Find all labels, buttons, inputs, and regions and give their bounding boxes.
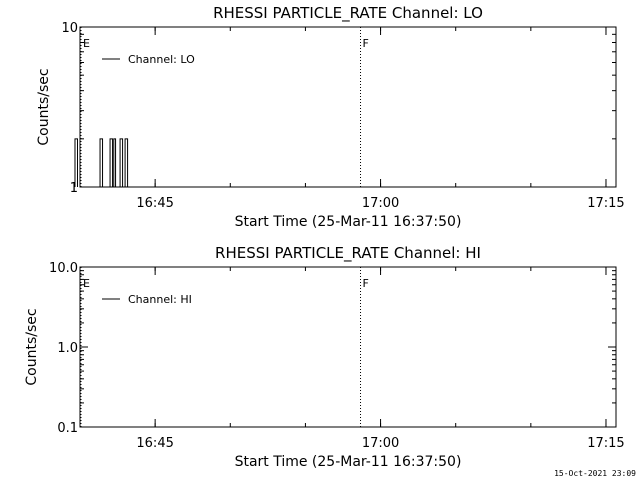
y-tick-label: 1 xyxy=(70,181,78,196)
event-marker-label: E xyxy=(83,277,90,290)
x-tick-label: 17:00 xyxy=(362,196,399,211)
x-axis-title: Start Time (25-Mar-11 16:37:50) xyxy=(235,214,462,230)
x-axis-title: Start Time (25-Mar-11 16:37:50) xyxy=(235,454,462,470)
x-tick-label: 16:45 xyxy=(136,196,173,211)
legend-label: Channel: LO xyxy=(128,53,195,66)
data-spike xyxy=(113,138,117,187)
plot-frame xyxy=(79,26,617,188)
event-marker-label: F xyxy=(363,37,369,50)
legend-label: Channel: HI xyxy=(128,293,192,306)
y-axis-title: Counts/sec xyxy=(36,68,52,145)
x-tick-label: 16:45 xyxy=(136,436,173,451)
y-tick-label: 0.1 xyxy=(57,421,78,436)
plot-frame xyxy=(79,266,617,428)
data-spike xyxy=(109,138,114,187)
y-tick-label: 1.0 xyxy=(57,341,78,356)
data-spike xyxy=(99,138,104,187)
data-spike xyxy=(74,138,78,187)
panel-lo: RHESSI PARTICLE_RATE Channel: LO 10 1 16:45… xyxy=(36,4,625,230)
chart-title: RHESSI PARTICLE_RATE Channel: HI xyxy=(215,244,481,263)
x-tick-label: 17:15 xyxy=(587,436,624,451)
chart-title: RHESSI PARTICLE_RATE Channel: LO xyxy=(213,4,483,23)
data-spike xyxy=(119,138,124,187)
y-tick-label: 10.0 xyxy=(49,261,78,276)
panel-hi: RHESSI PARTICLE_RATE Channel: HI 10.0 1.0 0… xyxy=(24,244,625,470)
data-spike xyxy=(124,138,129,187)
y-tick-label: 10 xyxy=(61,21,78,36)
x-tick-label: 17:00 xyxy=(362,436,399,451)
y-axis-title: Counts/sec xyxy=(24,308,40,385)
event-marker-label: F xyxy=(363,277,369,290)
x-tick-label: 17:15 xyxy=(587,196,624,211)
render-timestamp: 15-Oct-2021 23:09 xyxy=(554,469,636,478)
event-marker-label: E xyxy=(83,37,90,50)
